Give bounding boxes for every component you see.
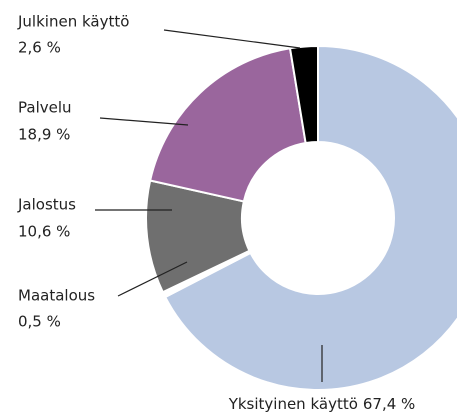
slice bbox=[148, 47, 307, 203]
value-label: 0,5 % bbox=[18, 313, 61, 331]
category-label: Palvelu bbox=[18, 99, 72, 117]
category-label: Julkinen käyttö bbox=[17, 13, 129, 31]
value-label: 67,4 % bbox=[363, 395, 415, 413]
value-label: 18,9 % bbox=[18, 126, 70, 144]
category-label: Maatalous bbox=[18, 287, 95, 305]
leader-line bbox=[163, 29, 301, 49]
value-label: 2,6 % bbox=[18, 39, 61, 57]
leader-line bbox=[117, 261, 188, 297]
category-label: Jalostus bbox=[17, 196, 76, 214]
category-label: Yksityinen käyttö bbox=[228, 395, 358, 413]
value-label: 10,6 % bbox=[18, 223, 70, 241]
slice-label: Yksityinen käyttö 67,4 % bbox=[228, 395, 416, 413]
slices bbox=[145, 44, 457, 391]
slice bbox=[163, 44, 457, 391]
slice bbox=[288, 44, 319, 145]
leader-lines bbox=[95, 29, 323, 382]
leader-line bbox=[99, 117, 189, 126]
